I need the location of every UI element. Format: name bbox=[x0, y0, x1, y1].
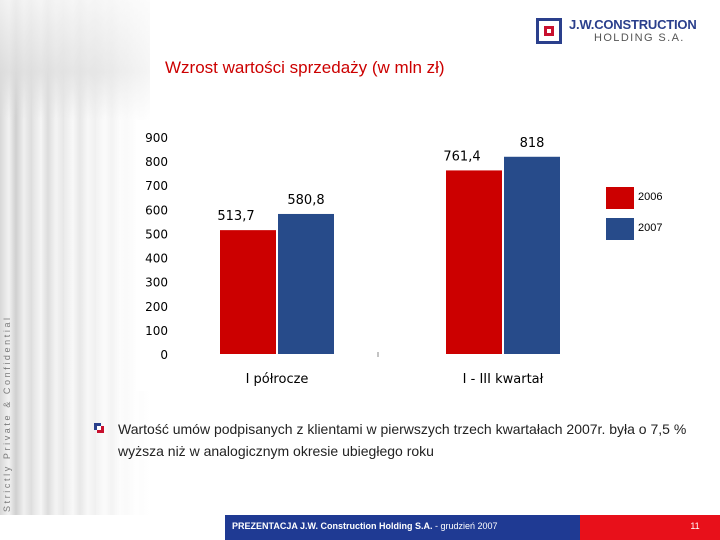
footer-accent bbox=[580, 515, 720, 540]
x-category-label: I - III kwartał bbox=[463, 372, 544, 387]
y-tick-label: 400 bbox=[145, 252, 168, 266]
data-label: 818 bbox=[520, 136, 545, 151]
page-number: 11 bbox=[690, 521, 700, 531]
legend-item-2007: 2007 bbox=[606, 218, 716, 240]
legend-swatch-2007 bbox=[606, 218, 634, 240]
y-tick-label: 900 bbox=[145, 131, 168, 145]
y-tick-label: 600 bbox=[145, 203, 168, 217]
bar-2007 bbox=[278, 213, 334, 354]
bar-2007 bbox=[504, 156, 560, 354]
bullet-icon bbox=[94, 423, 104, 433]
footer-caption: PREZENTACJA J.W. Construction Holding S.… bbox=[232, 521, 498, 531]
logo-mark-icon bbox=[536, 18, 562, 44]
logo-name: J.W.CONSTRUCTION bbox=[569, 17, 697, 32]
x-category-label: I półrocze bbox=[246, 372, 309, 387]
bar-2006 bbox=[220, 230, 276, 354]
y-tick-label: 800 bbox=[145, 155, 168, 169]
page-title: Wzrost wartości sprzedaży (w mln zł) bbox=[165, 58, 445, 77]
legend-label-2006: 2006 bbox=[638, 191, 663, 203]
summary-note: Wartość umów podpisanych z klientami w p… bbox=[118, 421, 687, 459]
y-tick-label: 700 bbox=[145, 179, 168, 193]
data-label: 580,8 bbox=[287, 193, 324, 208]
bar-2006 bbox=[446, 170, 502, 354]
y-tick-label: 100 bbox=[145, 324, 168, 338]
y-tick-label: 0 bbox=[160, 348, 168, 362]
y-tick-label: 300 bbox=[145, 276, 168, 290]
y-tick-label: 500 bbox=[145, 227, 168, 241]
chart-panel: 0 100 200 300 400 500 600 700 800 900 513,7 580,8 I … bbox=[136, 120, 602, 391]
logo-subname: HOLDING S.A. bbox=[594, 32, 685, 44]
legend-label-2007: 2007 bbox=[638, 222, 663, 234]
bar-chart: 0 100 200 300 400 500 600 700 800 900 513,7 580,8 I … bbox=[145, 131, 560, 387]
y-tick-label: 200 bbox=[145, 300, 168, 314]
data-label: 761,4 bbox=[443, 149, 480, 164]
company-logo: J.W.CONSTRUCTION HOLDING S.A. bbox=[536, 16, 706, 46]
legend-swatch-2006 bbox=[606, 187, 634, 209]
legend-item-2006: 2006 bbox=[606, 187, 716, 209]
confidential-side-text: Strictly Private & Confidential bbox=[2, 315, 12, 512]
data-label: 513,7 bbox=[217, 209, 254, 224]
footer-brand: PREZENTACJA J.W. Construction Holding S.… bbox=[232, 521, 433, 531]
footer-date: - grudzień 2007 bbox=[432, 521, 498, 531]
